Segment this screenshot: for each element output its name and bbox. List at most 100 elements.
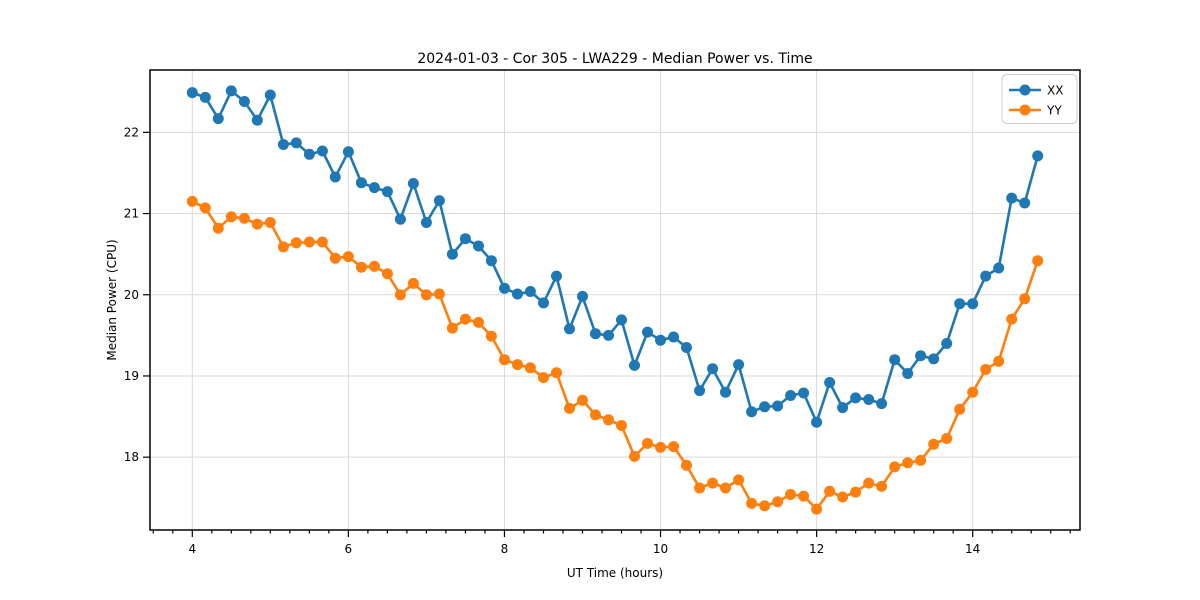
x-tick-label-14: 14 <box>965 542 980 556</box>
plot-border <box>149 69 1081 531</box>
series-YY-point <box>954 403 966 415</box>
series-YY-point <box>876 480 888 492</box>
series-YY-point <box>733 474 745 486</box>
series-YY-point <box>459 313 471 325</box>
series-XX-point <box>225 85 237 97</box>
series-YY-point <box>225 211 237 223</box>
series-XX-point <box>212 113 224 125</box>
series-YY-point <box>837 491 849 503</box>
chart-title: 2024-01-03 - Cor 305 - LWA229 - Median P… <box>417 51 812 67</box>
y-axis-label: Median Power (CPU) <box>105 239 119 360</box>
series-YY-point <box>251 218 263 230</box>
series-XX-point <box>355 177 367 189</box>
series-XX-point <box>863 394 875 405</box>
legend: XX YY <box>1001 74 1078 124</box>
series-YY-point <box>407 277 419 289</box>
series-YY-point <box>394 289 406 301</box>
series-XX-point <box>238 96 250 107</box>
y-tick-label-18: 18 <box>124 450 139 464</box>
x-axis-label: UT Time (hours) <box>567 566 663 580</box>
series-YY-point <box>759 500 771 512</box>
series-YY-point <box>473 316 484 328</box>
series-YY-point <box>329 252 341 264</box>
series-XX-point <box>199 91 211 103</box>
series-XX-point <box>993 262 1005 274</box>
series-YY-point <box>720 482 731 494</box>
series-YY-point <box>785 489 797 500</box>
series-XX-point <box>603 329 614 341</box>
series-XX-point <box>303 148 315 160</box>
series-YY-point <box>824 485 836 497</box>
series-XX-point <box>524 286 536 297</box>
series-YY-point <box>264 217 276 228</box>
series-XX-point <box>407 178 419 189</box>
y-tick-label-21: 21 <box>124 207 139 221</box>
series-YY-point <box>772 496 784 508</box>
series-XX-point <box>551 270 562 282</box>
series-YY-point <box>616 420 627 431</box>
series-YY-point <box>303 236 315 248</box>
legend-label-YY: YY <box>1046 104 1062 118</box>
series-XX-point <box>655 334 666 346</box>
x-tick-label-4: 4 <box>188 542 196 556</box>
series-XX-point <box>642 326 653 338</box>
y-tick-label-22: 22 <box>124 125 139 139</box>
series-XX-point <box>837 402 849 414</box>
series-YY-point <box>746 497 758 509</box>
x-tick-label-6: 6 <box>345 542 353 556</box>
series-XX-point <box>746 406 758 418</box>
series-YY-point <box>694 482 706 494</box>
series-YY-point <box>655 441 666 453</box>
series-YY-point <box>538 372 549 384</box>
legend-label-XX: XX <box>1047 84 1063 98</box>
series-XX-point <box>980 270 992 282</box>
series-YY-point <box>1006 313 1018 325</box>
axes: 4 6 8 10 12 14 18 19 20 21 22 <box>124 69 1081 556</box>
series-XX-point <box>733 359 745 371</box>
series-YY-point <box>1019 293 1031 305</box>
series-XX-point <box>629 359 640 371</box>
series-YY-point <box>1032 255 1044 267</box>
series-YY-point <box>212 222 224 234</box>
series-XX-point <box>967 298 979 310</box>
series-XX-point <box>1032 150 1044 162</box>
series-YY-point <box>186 195 198 207</box>
series-XX-point <box>446 248 458 260</box>
series-YY-point <box>811 503 823 515</box>
series-XX-point <box>290 137 302 149</box>
series-XX-point <box>954 298 966 310</box>
series-XX-point <box>264 89 276 101</box>
series-YY-point <box>915 454 927 466</box>
legend-box <box>1001 74 1078 124</box>
series-XX-point <box>850 392 862 404</box>
series-YY-point <box>355 261 367 273</box>
series-XX-point <box>759 401 771 413</box>
series-XX-point <box>473 240 484 252</box>
series-XX-point <box>368 182 380 194</box>
series-XX-point <box>681 342 692 353</box>
series-XX-point <box>668 331 680 343</box>
series-YY-point <box>577 394 588 406</box>
y-tick-label-20: 20 <box>124 288 139 302</box>
series-YY-point <box>499 354 510 366</box>
series-XX-point <box>538 297 549 309</box>
series-XX-point <box>329 171 341 183</box>
gridlines <box>150 70 1080 530</box>
series-XX-point <box>590 328 601 340</box>
series-YY-point <box>707 477 719 489</box>
series-XX-point <box>420 217 432 228</box>
series-YY-point <box>368 260 380 272</box>
legend-marker-YY <box>1019 104 1031 116</box>
series-YY-point <box>290 237 302 249</box>
series-YY-point <box>316 236 328 248</box>
series-XX-point <box>694 385 706 397</box>
series-YY-point <box>446 322 458 334</box>
series-YY-point <box>850 486 862 498</box>
series-YY-point <box>238 212 250 224</box>
series-XX-point <box>876 398 888 410</box>
series-XX-point <box>433 195 445 207</box>
series-XX-point <box>1019 197 1031 209</box>
series-YY-point <box>524 362 536 374</box>
series-YY-point <box>928 438 940 450</box>
